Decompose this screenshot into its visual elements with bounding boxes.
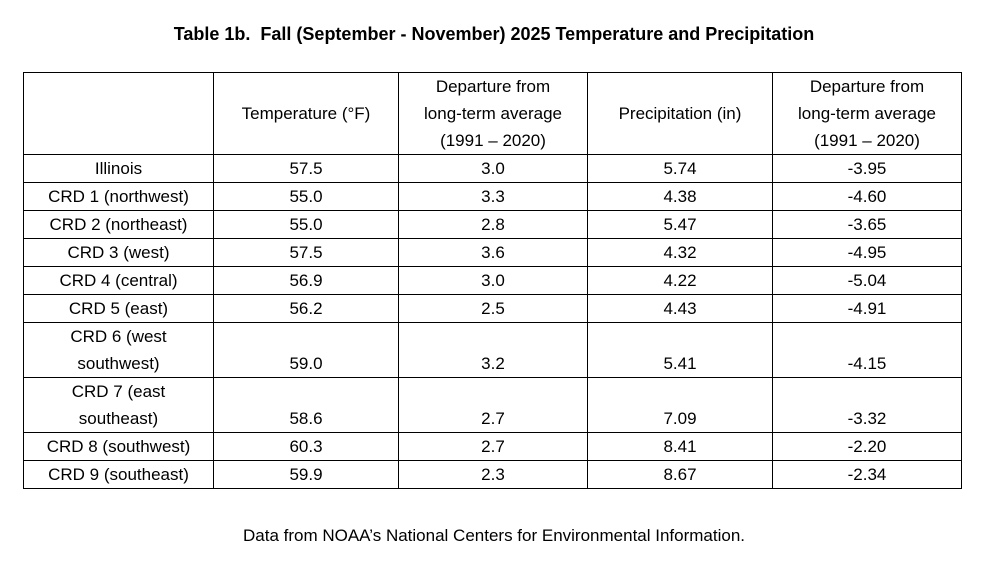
region-cell: Illinois — [23, 154, 214, 183]
temperature-cell: 56.9 — [213, 266, 399, 295]
temp-departure-cell: 3.6 — [398, 238, 588, 267]
precipitation-cell: 7.09 — [587, 377, 773, 433]
table-row-illinois: Illinois 57.5 3.0 5.74 -3.95 — [23, 154, 962, 183]
temperature-cell: 57.5 — [213, 238, 399, 267]
precip-departure-cell: -4.60 — [772, 182, 962, 211]
region-cell: CRD 8 (southwest) — [23, 432, 214, 461]
region-cell: CRD 3 (west) — [23, 238, 214, 267]
table-row-crd5: CRD 5 (east) 56.2 2.5 4.43 -4.91 — [23, 294, 962, 323]
temperature-precipitation-table: Temperature (°F) Departure from long-ter… — [23, 72, 962, 489]
precip-departure-cell: -2.20 — [772, 432, 962, 461]
region-cell: CRD 1 (northwest) — [23, 182, 214, 211]
table-row-crd3: CRD 3 (west) 57.5 3.6 4.32 -4.95 — [23, 238, 962, 267]
precip-departure-cell: -2.34 — [772, 460, 962, 489]
precipitation-cell: 4.22 — [587, 266, 773, 295]
temp-departure-cell: 2.7 — [398, 432, 588, 461]
temperature-cell: 55.0 — [213, 182, 399, 211]
temp-departure-cell: 3.3 — [398, 182, 588, 211]
table-row-crd2: CRD 2 (northeast) 55.0 2.8 5.47 -3.65 — [23, 210, 962, 239]
temperature-cell: 55.0 — [213, 210, 399, 239]
temperature-cell: 56.2 — [213, 294, 399, 323]
header-region — [23, 72, 214, 155]
temp-departure-cell: 3.2 — [398, 322, 588, 378]
region-cell: CRD 2 (northeast) — [23, 210, 214, 239]
precip-departure-cell: -4.91 — [772, 294, 962, 323]
table-row-crd7: CRD 7 (east southeast) 58.6 2.7 7.09 -3.… — [23, 377, 962, 433]
precip-departure-cell: -4.15 — [772, 322, 962, 378]
table-row-crd4: CRD 4 (central) 56.9 3.0 4.22 -5.04 — [23, 266, 962, 295]
temp-departure-cell: 2.7 — [398, 377, 588, 433]
region-cell: CRD 6 (west southwest) — [23, 322, 214, 378]
temperature-cell: 57.5 — [213, 154, 399, 183]
temp-departure-cell: 2.3 — [398, 460, 588, 489]
precip-departure-cell: -4.95 — [772, 238, 962, 267]
precipitation-cell: 8.67 — [587, 460, 773, 489]
temp-departure-cell: 2.8 — [398, 210, 588, 239]
region-cell: CRD 4 (central) — [23, 266, 214, 295]
precip-departure-cell: -3.65 — [772, 210, 962, 239]
table-row-crd8: CRD 8 (southwest) 60.3 2.7 8.41 -2.20 — [23, 432, 962, 461]
header-precip-departure: Departure from long-term average (1991 –… — [772, 72, 962, 155]
temperature-cell: 60.3 — [213, 432, 399, 461]
header-temperature: Temperature (°F) — [213, 72, 399, 155]
precip-departure-cell: -3.95 — [772, 154, 962, 183]
table-row-crd1: CRD 1 (northwest) 55.0 3.3 4.38 -4.60 — [23, 182, 962, 211]
table-row-crd6: CRD 6 (west southwest) 59.0 3.2 5.41 -4.… — [23, 322, 962, 378]
table-row-crd9: CRD 9 (southeast) 59.9 2.3 8.67 -2.34 — [23, 460, 962, 489]
precipitation-cell: 5.41 — [587, 322, 773, 378]
region-cell: CRD 9 (southeast) — [23, 460, 214, 489]
data-source-credit: Data from NOAA’s National Centers for En… — [242, 526, 746, 545]
temp-departure-cell: 3.0 — [398, 154, 588, 183]
precipitation-cell: 4.43 — [587, 294, 773, 323]
precipitation-cell: 8.41 — [587, 432, 773, 461]
region-cell: CRD 7 (east southeast) — [23, 377, 214, 433]
precip-departure-cell: -3.32 — [772, 377, 962, 433]
temperature-cell: 59.9 — [213, 460, 399, 489]
header-temp-departure: Departure from long-term average (1991 –… — [398, 72, 588, 155]
page-title: Table 1b. Fall (September - November) 20… — [173, 24, 815, 44]
region-cell: CRD 5 (east) — [23, 294, 214, 323]
precipitation-cell: 4.38 — [587, 182, 773, 211]
precipitation-cell: 5.47 — [587, 210, 773, 239]
header-precipitation: Precipitation (in) — [587, 72, 773, 155]
header-row: Temperature (°F) Departure from long-ter… — [23, 72, 962, 155]
temp-departure-cell: 3.0 — [398, 266, 588, 295]
temp-departure-cell: 2.5 — [398, 294, 588, 323]
precipitation-cell: 5.74 — [587, 154, 773, 183]
precipitation-cell: 4.32 — [587, 238, 773, 267]
precip-departure-cell: -5.04 — [772, 266, 962, 295]
temperature-cell: 59.0 — [213, 322, 399, 378]
temperature-cell: 58.6 — [213, 377, 399, 433]
